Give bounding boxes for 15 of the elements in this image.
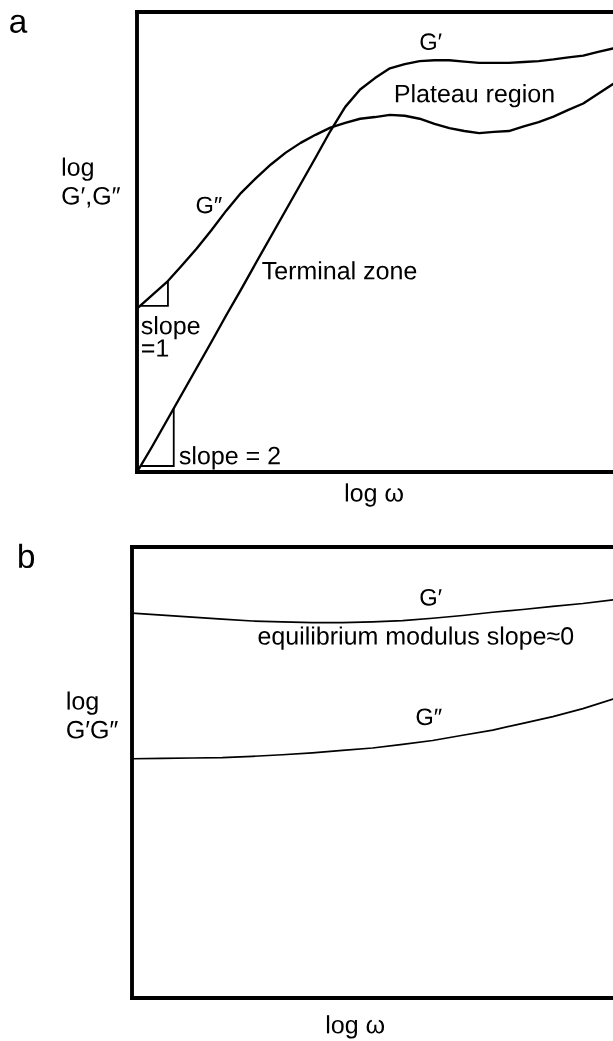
annotation: slope =1 xyxy=(141,316,200,357)
annotation: equilibrium modulus slope≈0 xyxy=(258,626,574,650)
y-axis-title: log G′,G″ xyxy=(62,157,121,208)
annotation: Plateau region xyxy=(395,84,554,108)
annotation: Terminal zone xyxy=(262,261,417,280)
series-label: G′ xyxy=(420,33,442,51)
annotation: slope = 2 xyxy=(179,446,280,470)
y-axis-title: log G′G″ xyxy=(67,691,118,739)
x-axis-title: log ω xyxy=(326,1015,385,1039)
x-axis-title: log ω xyxy=(345,483,403,507)
chart-title: b xyxy=(19,543,35,569)
chart-title: a xyxy=(10,14,28,33)
series-label: G″ xyxy=(416,708,442,726)
series-label: G′ xyxy=(420,588,442,606)
series-label: G″ xyxy=(196,196,222,214)
